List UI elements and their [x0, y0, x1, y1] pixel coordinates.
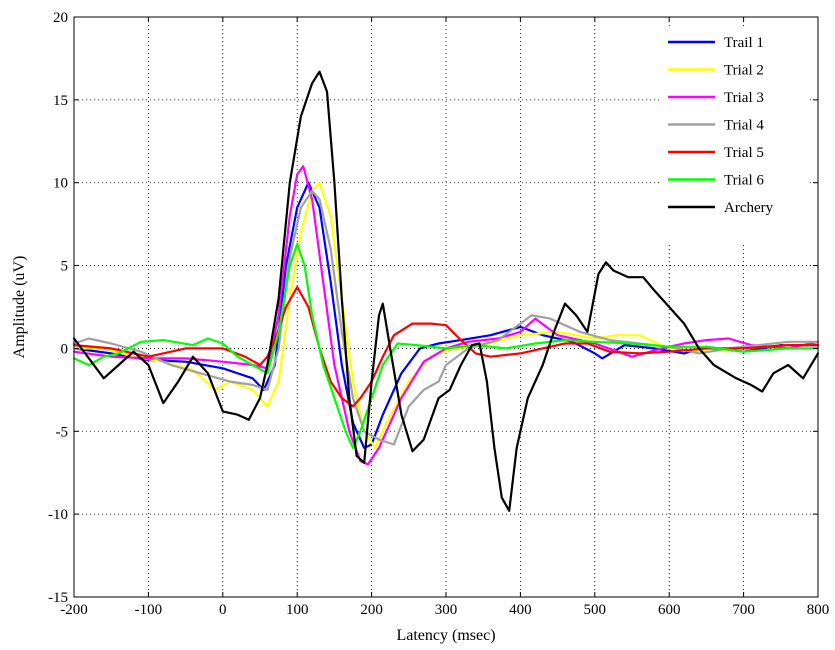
series-line-2 [72, 181, 820, 449]
x-tick-label: -100 [135, 602, 163, 618]
y-tick-label: -10 [48, 507, 68, 523]
x-tick-label: 300 [435, 602, 458, 618]
legend-item: Trial 5 [668, 145, 764, 161]
series-line-7 [72, 70, 820, 512]
legend-label: Trial 3 [724, 90, 764, 106]
y-tick-label: -15 [48, 590, 68, 606]
legend-label: Archery [724, 200, 774, 216]
legend-label: Trial 5 [724, 145, 764, 161]
y-tick-label: 0 [61, 341, 69, 357]
legend: Trail 1 Trial 2 Trial 3 Trial 4 Trial 5 Trial… [660, 28, 810, 243]
x-tick-label: 100 [286, 602, 309, 618]
x-tick-label: -200 [60, 602, 88, 618]
y-axis-label: Amplitude (uV) [11, 256, 28, 359]
y-tick-label: -5 [56, 424, 69, 440]
series-line-6 [72, 242, 820, 449]
x-axis-label: Latency (msec) [396, 627, 495, 644]
x-tick-label: 800 [807, 602, 830, 618]
legend-label: Trial 4 [724, 118, 764, 134]
legend-item: Trial 4 [668, 118, 764, 134]
legend-label: Trial 2 [724, 63, 764, 79]
series-line-5 [72, 286, 820, 408]
x-tick-label: 600 [658, 602, 681, 618]
y-tick-label: 5 [61, 259, 69, 275]
y-tick-label: 20 [53, 10, 68, 26]
legend-item: Trial 3 [668, 90, 764, 106]
y-tick-label: 15 [53, 93, 68, 109]
legend-item: Trial 2 [668, 63, 764, 79]
x-tick-label: 500 [584, 602, 607, 618]
x-tick-label: 200 [360, 602, 383, 618]
y-tick-label: 10 [53, 176, 68, 192]
tick-labels: -200 -100 0 100 200 300 400 500 600 700 800-15-10-… [48, 10, 829, 618]
legend-item: Trial 6 [668, 173, 764, 189]
legend-label: Trial 6 [724, 173, 764, 189]
series-line-1 [72, 181, 820, 449]
x-tick-label: 0 [219, 602, 227, 618]
series-layer [72, 70, 820, 512]
x-tick-label: 700 [732, 602, 755, 618]
legend-item: Archery [668, 200, 774, 216]
legend-item: Trail 1 [668, 35, 764, 51]
x-tick-label: 400 [509, 602, 532, 618]
legend-label: Trail 1 [724, 35, 764, 51]
